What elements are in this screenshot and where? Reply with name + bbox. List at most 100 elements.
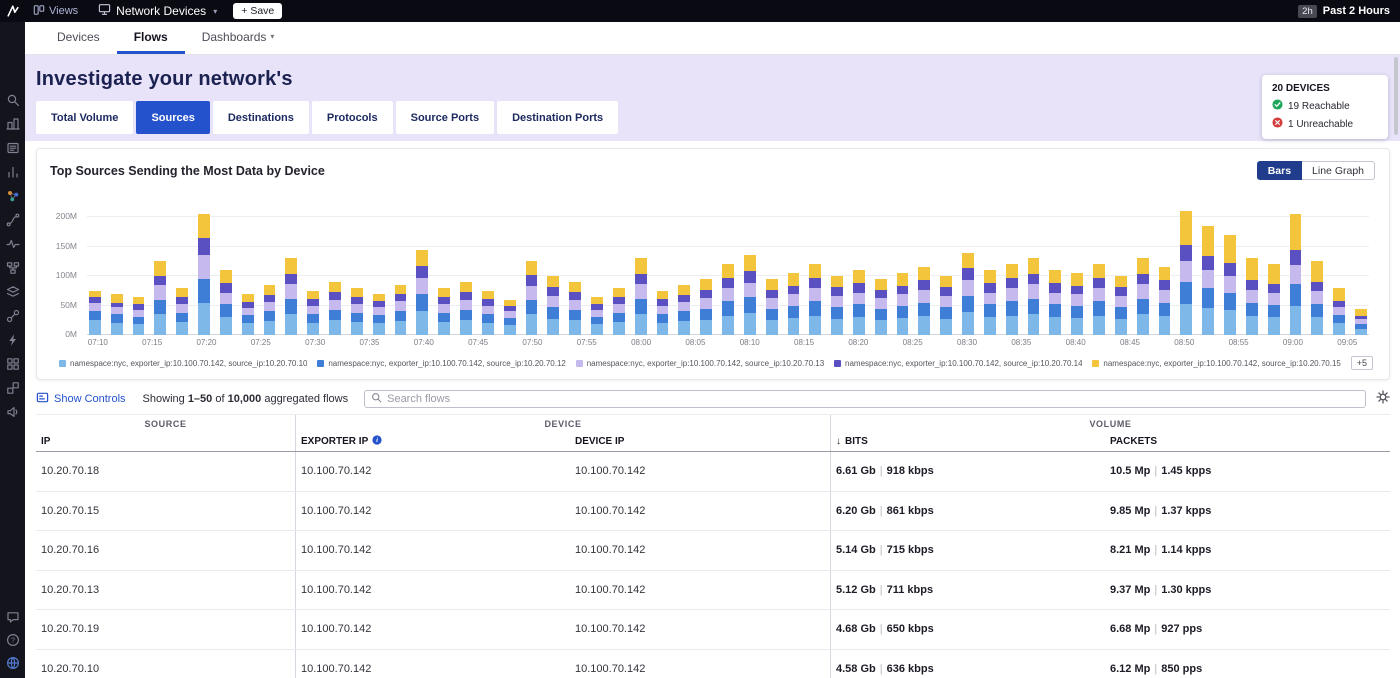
bar-08:12[interactable] [765,279,778,335]
tab-devices[interactable]: Devices [57,29,100,44]
time-range-label[interactable]: Past 2 Hours [1322,5,1390,17]
bar-08:42[interactable] [1093,264,1105,335]
bar-08:04[interactable] [678,284,691,335]
show-controls-button[interactable]: Show Controls [36,391,126,407]
bar-07:16[interactable] [154,261,167,335]
bar-07:32[interactable] [329,281,341,335]
legend-overflow-button[interactable]: +5 [1350,356,1373,370]
app-logo[interactable] [0,0,25,22]
bar-08:28[interactable] [940,276,953,335]
bar-07:56[interactable] [591,296,603,335]
column-header-device-ip[interactable]: DEVICE IP [575,436,625,447]
topology-icon[interactable] [5,188,20,203]
bar-08:16[interactable] [809,264,822,335]
table-row[interactable]: 10.20.70.13 10.100.70.142 10.100.70.142 5.1… [36,570,1390,610]
bar-07:28[interactable] [285,258,298,335]
bar-08:46[interactable] [1136,258,1149,335]
bar-07:24[interactable] [241,293,254,335]
bar-07:26[interactable] [263,284,276,335]
column-header-exporter-ip[interactable]: EXPORTER IP i [295,432,570,451]
globe-icon[interactable] [5,655,20,670]
bar-08:40[interactable] [1071,273,1084,335]
bar-07:14[interactable] [132,296,145,335]
hierarchy-icon[interactable] [5,260,20,275]
search-flows-input[interactable] [387,393,1359,405]
bar-08:30[interactable] [962,252,974,335]
bar-08:20[interactable] [852,270,865,335]
bar-08:56[interactable] [1245,258,1258,335]
bar-08:38[interactable] [1049,270,1062,335]
bar-08:32[interactable] [983,270,996,335]
chat-icon[interactable] [5,609,20,624]
time-range-badge[interactable]: 2h [1298,4,1317,18]
buildings-icon[interactable] [5,116,20,131]
route-icon[interactable] [5,212,20,227]
bar-07:38[interactable] [394,284,407,335]
scrollbar-thumb[interactable] [1394,57,1398,135]
bar-07:42[interactable] [438,287,451,335]
legend-item[interactable]: namespace:nyc, exporter_ip:10.100.70.142… [59,359,307,368]
megaphone-icon[interactable] [5,404,20,419]
bar-08:00[interactable] [634,258,647,335]
legend-item[interactable]: namespace:nyc, exporter_ip:10.100.70.142… [1092,359,1341,368]
bar-08:36[interactable] [1027,258,1040,335]
table-row[interactable]: 10.20.70.16 10.100.70.142 10.100.70.142 5.1… [36,531,1390,571]
bar-07:46[interactable] [481,290,494,335]
table-row[interactable]: 10.20.70.15 10.100.70.142 10.100.70.142 6.2… [36,491,1390,531]
views-link[interactable]: Views [33,4,78,19]
bar-07:58[interactable] [612,287,625,335]
bar-08:18[interactable] [831,276,843,335]
bar-09:04[interactable] [1333,287,1346,335]
bar-07:12[interactable] [110,293,123,335]
save-button[interactable]: + Save [233,3,283,19]
tab-flows[interactable]: Flows [116,22,185,54]
bar-08:44[interactable] [1114,276,1127,335]
link-icon[interactable] [5,308,20,323]
bars-toggle-button[interactable]: Bars [1256,161,1303,180]
bolt-icon[interactable] [5,332,20,347]
bar-07:30[interactable] [307,290,320,335]
bar-07:20[interactable] [198,214,210,335]
bar-08:08[interactable] [722,264,734,335]
layers-icon[interactable] [5,284,20,299]
legend-item[interactable]: namespace:nyc, exporter_ip:10.100.70.142… [317,359,566,368]
bar-07:34[interactable] [350,287,363,335]
bar-08:58[interactable] [1267,264,1280,335]
table-row[interactable]: 10.20.70.18 10.100.70.142 10.100.70.142 6.6… [36,452,1390,492]
news-icon[interactable] [5,140,20,155]
bar-08:50[interactable] [1180,211,1193,335]
bar-08:34[interactable] [1005,264,1018,335]
bar-09:00[interactable] [1289,214,1302,335]
bar-07:48[interactable] [503,299,516,335]
bar-07:54[interactable] [569,281,582,335]
search-icon[interactable] [5,92,20,107]
bar-chart-icon[interactable] [5,164,20,179]
legend-item[interactable]: namespace:nyc, exporter_ip:10.100.70.142… [575,359,824,368]
bar-08:48[interactable] [1158,267,1171,335]
column-header-ip[interactable]: IP [41,436,51,447]
table-row[interactable]: 10.20.70.19 10.100.70.142 10.100.70.142 4.6… [36,610,1390,650]
bar-07:44[interactable] [460,281,472,335]
bar-07:22[interactable] [219,270,232,335]
cubes-icon[interactable] [5,380,20,395]
bar-07:52[interactable] [547,276,560,335]
line-graph-toggle-button[interactable]: Line Graph [1302,161,1375,180]
bar-07:10[interactable] [89,290,101,335]
filter-protocols[interactable]: Protocols [311,101,393,134]
bar-08:22[interactable] [874,279,887,335]
bar-07:50[interactable] [525,261,538,335]
legend-item[interactable]: namespace:nyc, exporter_ip:10.100.70.142… [834,359,1082,368]
column-header-bits[interactable]: ↓ BITS [830,432,1105,451]
bar-07:18[interactable] [176,287,189,335]
filter-source-ports[interactable]: Source Ports [395,101,495,134]
tab-dashboards[interactable]: Dashboards ▾ [201,29,275,44]
bar-07:40[interactable] [416,249,429,335]
bar-08:52[interactable] [1202,225,1215,335]
bar-08:26[interactable] [918,267,931,335]
filter-destination-ports[interactable]: Destination Ports [497,101,619,134]
bar-08:06[interactable] [700,279,713,335]
bar-08:24[interactable] [896,273,909,335]
column-header-packets[interactable]: PACKETS [1110,436,1158,447]
filter-destinations[interactable]: Destinations [212,101,309,134]
workspace-title[interactable]: Network Devices ▾ [98,3,217,19]
